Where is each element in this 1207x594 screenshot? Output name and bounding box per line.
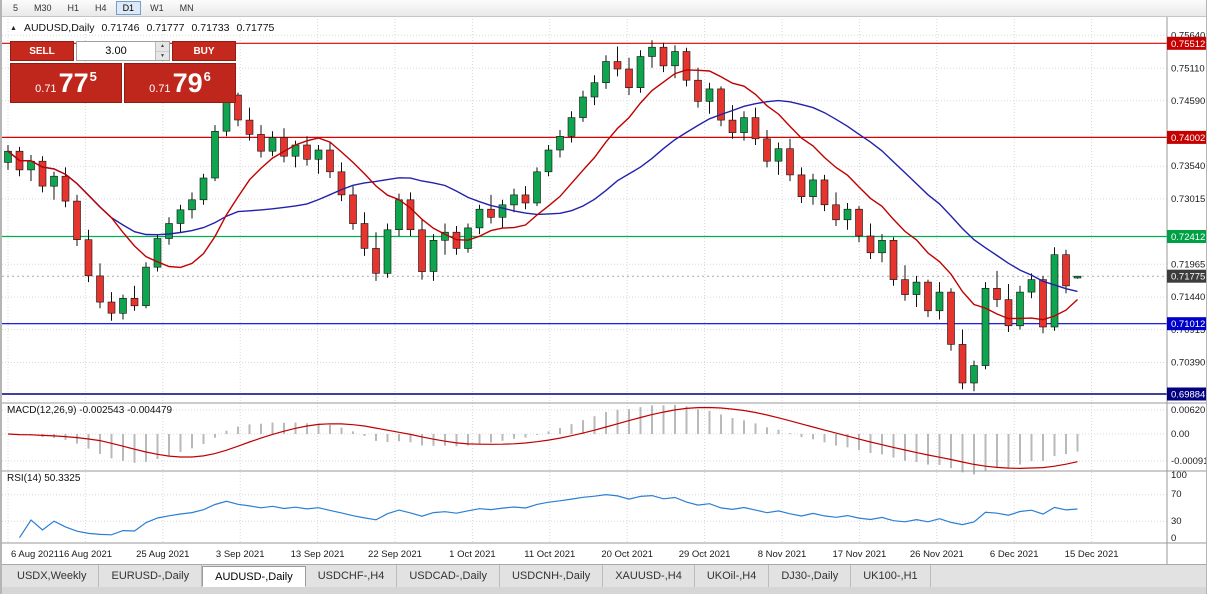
- buy-price-display[interactable]: 0.71 79 6: [124, 63, 236, 103]
- svg-text:15 Dec 2021: 15 Dec 2021: [1065, 549, 1119, 560]
- svg-text:0.71440: 0.71440: [1171, 292, 1205, 303]
- time-axis: 6 Aug 2021 16 Aug 2021 25 Aug 2021 3 Sep 20…: [11, 549, 1119, 560]
- svg-text:70: 70: [1171, 489, 1182, 500]
- svg-text:26 Nov 2021: 26 Nov 2021: [910, 549, 964, 560]
- chart-tabs-bar: USDX,Weekly EURUSD-,Daily AUDUSD-,Daily …: [2, 564, 1206, 587]
- svg-text:0.00: 0.00: [1171, 429, 1190, 440]
- tab-xauusd-h4[interactable]: XAUUSD-,H4: [603, 565, 695, 587]
- volume-value[interactable]: 3.00: [105, 45, 127, 57]
- buy-price-pipette: 6: [203, 68, 211, 84]
- sell-price-display[interactable]: 0.71 77 5: [10, 63, 122, 103]
- svg-text:0.74002: 0.74002: [1171, 133, 1205, 144]
- svg-text:3 Sep 2021: 3 Sep 2021: [216, 549, 265, 560]
- chart-background: [2, 16, 1206, 564]
- volume-up-button[interactable]: ▲: [156, 42, 169, 52]
- tab-usdx-weekly[interactable]: USDX,Weekly: [5, 565, 100, 587]
- svg-text:0.75512: 0.75512: [1171, 39, 1205, 50]
- svg-text:22 Sep 2021: 22 Sep 2021: [368, 549, 422, 560]
- buy-price-big-digits: 79: [172, 67, 203, 98]
- price-level-badge: 0.71012: [1167, 317, 1206, 331]
- macd-signal-line: [7, 406, 1078, 470]
- tab-dj30-daily[interactable]: DJ30-,Daily: [769, 565, 852, 587]
- svg-text:30: 30: [1171, 516, 1182, 527]
- svg-text:0.71965: 0.71965: [1171, 259, 1205, 270]
- tab-ukoil-h4[interactable]: UKOil-,H4: [695, 565, 770, 587]
- tf-button-w1[interactable]: W1: [143, 1, 171, 15]
- price-level-badge: 0.74002: [1167, 130, 1206, 144]
- svg-text:0.75640: 0.75640: [1171, 30, 1205, 41]
- svg-text:6 Dec 2021: 6 Dec 2021: [990, 549, 1039, 560]
- price-axis: [1167, 16, 1206, 564]
- current-price-badge: 0.71775: [1167, 269, 1206, 283]
- svg-text:0.71775: 0.71775: [1171, 272, 1205, 283]
- symbol-period-label: AUDUSD,Daily: [23, 22, 95, 34]
- buy-price-prefix: 0.71: [149, 83, 171, 95]
- svg-text:0.72412: 0.72412: [1171, 232, 1205, 243]
- svg-text:11 Oct 2021: 11 Oct 2021: [524, 549, 575, 560]
- volume-down-button[interactable]: ▼: [156, 51, 169, 60]
- price-level-badge: 0.69884: [1167, 387, 1206, 401]
- open-value: 0.71746: [101, 22, 140, 34]
- tab-audusd-daily[interactable]: AUDUSD-,Daily: [202, 566, 306, 587]
- svg-text:0.006201: 0.006201: [1171, 405, 1207, 416]
- svg-text:16 Aug 2021: 16 Aug 2021: [59, 549, 112, 560]
- tab-eurusd-daily[interactable]: EURUSD-,Daily: [99, 565, 203, 587]
- svg-text:1 Oct 2021: 1 Oct 2021: [449, 549, 495, 560]
- svg-text:13 Sep 2021: 13 Sep 2021: [291, 549, 345, 560]
- tf-button-d1[interactable]: D1: [115, 1, 142, 15]
- svg-text:-0.000919: -0.000919: [1171, 456, 1207, 467]
- svg-text:0.75110: 0.75110: [1171, 63, 1205, 74]
- svg-text:29 Oct 2021: 29 Oct 2021: [679, 549, 731, 560]
- close-value: 0.71775: [236, 22, 275, 34]
- svg-text:0.73015: 0.73015: [1171, 194, 1205, 205]
- price-level-badge: 0.75512: [1167, 36, 1206, 50]
- svg-text:0: 0: [1171, 533, 1176, 544]
- ohlc-info-line: ▲ AUDUSD,Daily 0.71746 0.71777 0.71733 0…: [10, 22, 274, 34]
- svg-text:0.71012: 0.71012: [1171, 319, 1205, 330]
- tab-usdcnh-daily[interactable]: USDCNH-,Daily: [500, 565, 604, 587]
- tab-uk100-h1[interactable]: UK100-,H1: [851, 565, 931, 587]
- price-level-badge: 0.72412: [1167, 230, 1206, 243]
- tab-usdcad-daily[interactable]: USDCAD-,Daily: [397, 565, 500, 587]
- svg-text:0.73540: 0.73540: [1171, 161, 1205, 172]
- svg-text:0.74590: 0.74590: [1171, 96, 1205, 107]
- svg-text:0.70915: 0.70915: [1171, 325, 1205, 336]
- macd-indicator-label: MACD(12,26,9) -0.002543 -0.004479: [7, 405, 173, 416]
- svg-text:6 Aug 2021: 6 Aug 2021: [11, 549, 59, 560]
- timeframe-toolbar: 5 M30 H1 H4 D1 W1 MN: [2, 0, 1206, 17]
- tf-button-h4[interactable]: H4: [88, 1, 114, 15]
- ma-slow-line: [7, 99, 1078, 293]
- price-axis-labels: 0.75640 0.75110 0.74590 0.73540 0.73015 0.719…: [1167, 30, 1207, 544]
- one-click-trading-panel: SELL 3.00 ▲ ▼ BUY 0.71 77 5 0.71 79 6: [10, 41, 236, 103]
- chart-marker-icon: ▲: [10, 24, 17, 32]
- grid-layer: [2, 16, 1167, 543]
- tf-button-h1[interactable]: H1: [61, 1, 87, 15]
- sell-button[interactable]: SELL: [10, 41, 74, 61]
- svg-text:0.70390: 0.70390: [1171, 358, 1205, 369]
- tf-button-m30[interactable]: M30: [27, 1, 59, 15]
- ma-fast-line: [7, 69, 1078, 321]
- macd-layer: [7, 404, 1079, 475]
- svg-text:8 Nov 2021: 8 Nov 2021: [758, 549, 807, 560]
- sell-price-prefix: 0.71: [35, 83, 57, 95]
- sell-price-pipette: 5: [89, 68, 97, 84]
- svg-text:20 Oct 2021: 20 Oct 2021: [601, 549, 653, 560]
- sell-price-big-digits: 77: [58, 67, 89, 98]
- tf-button-mn[interactable]: MN: [173, 1, 201, 15]
- svg-text:17 Nov 2021: 17 Nov 2021: [832, 549, 886, 560]
- rsi-indicator-label: RSI(14) 50.3325: [7, 473, 81, 484]
- bottom-status-strip: [2, 587, 1206, 594]
- svg-text:0.69884: 0.69884: [1171, 390, 1205, 401]
- tf-button-5[interactable]: 5: [6, 1, 25, 15]
- tab-usdchf-h4[interactable]: USDCHF-,H4: [306, 565, 398, 587]
- svg-text:25 Aug 2021: 25 Aug 2021: [136, 549, 189, 560]
- buy-button[interactable]: BUY: [172, 41, 236, 61]
- low-value: 0.71733: [191, 22, 230, 34]
- svg-text:100: 100: [1171, 470, 1187, 481]
- rsi-line: [18, 493, 1078, 539]
- volume-stepper[interactable]: 3.00 ▲ ▼: [76, 41, 170, 61]
- high-value: 0.71777: [146, 22, 185, 34]
